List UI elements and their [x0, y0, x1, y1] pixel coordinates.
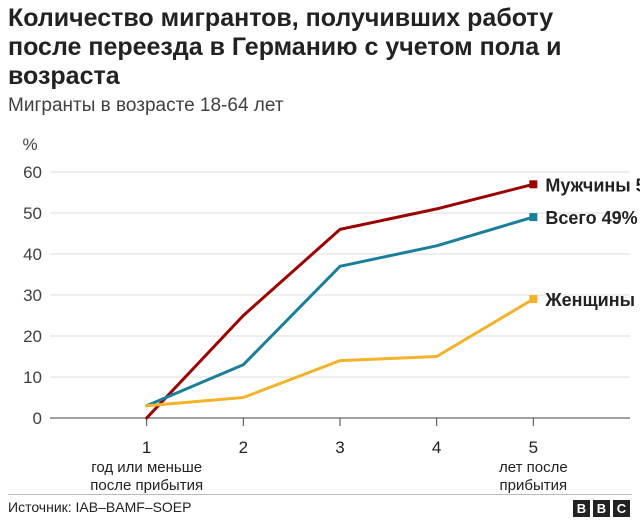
series-end-label: Всего 49%	[545, 208, 637, 228]
logo-letter: C	[613, 500, 630, 517]
y-tick-label: 20	[23, 327, 42, 346]
x-tick-label: 5	[529, 438, 538, 457]
series-end-labels: Мужчины 57% Всего 49% Женщины 29%	[544, 175, 640, 310]
series-end-label: Мужчины 57%	[545, 175, 640, 195]
y-axis-label: %	[22, 135, 37, 154]
bbc-logo: B B C	[573, 500, 630, 517]
y-tick-label: 0	[33, 409, 42, 428]
series-end-marker	[529, 180, 538, 189]
series-line-2	[145, 215, 535, 408]
logo-letter: B	[593, 500, 610, 517]
y-axis-ticks: 0 10 20 30 40 50 60	[23, 163, 42, 428]
x-annotation-line: прибытия	[500, 477, 568, 494]
series-end-marker	[529, 295, 538, 304]
chart-subtitle: Мигранты в возрасте 18-64 лет	[8, 95, 284, 116]
x-tick-label: 1	[142, 438, 151, 457]
series-line-1	[145, 182, 535, 420]
x-tick-label: 2	[239, 438, 248, 457]
x-tick-label: 3	[335, 438, 344, 457]
y-tick-label: 30	[23, 286, 42, 305]
chart-title: Количество мигрантов, получивших работу …	[8, 4, 562, 90]
series-end-marker	[529, 213, 538, 222]
x-annotation-line: год или меньше	[91, 459, 202, 476]
series-lines	[145, 180, 538, 420]
y-tick-label: 40	[23, 245, 42, 264]
y-tick-label: 60	[23, 163, 42, 182]
x-annotation-line: лет после	[499, 459, 568, 476]
y-tick-label: 50	[23, 204, 42, 223]
grid-lines	[50, 171, 630, 419]
x-axis-ticks: 1 2 3 4 5	[142, 418, 538, 457]
footer-divider	[8, 494, 632, 495]
line-chart: 0 10 20 30 40 50 60 % 1 2 3 4 5 год или меньшепосл…	[22, 135, 640, 494]
series-line-3	[145, 297, 535, 408]
series-end-label: Женщины 29%	[544, 290, 640, 310]
y-tick-label: 10	[23, 368, 42, 387]
x-annotation-line: после прибытия	[90, 477, 203, 494]
x-tick-label: 4	[432, 438, 441, 457]
source-note: Источник: IAB–BAMF–SOEP	[8, 499, 192, 515]
logo-letter: B	[573, 500, 590, 517]
